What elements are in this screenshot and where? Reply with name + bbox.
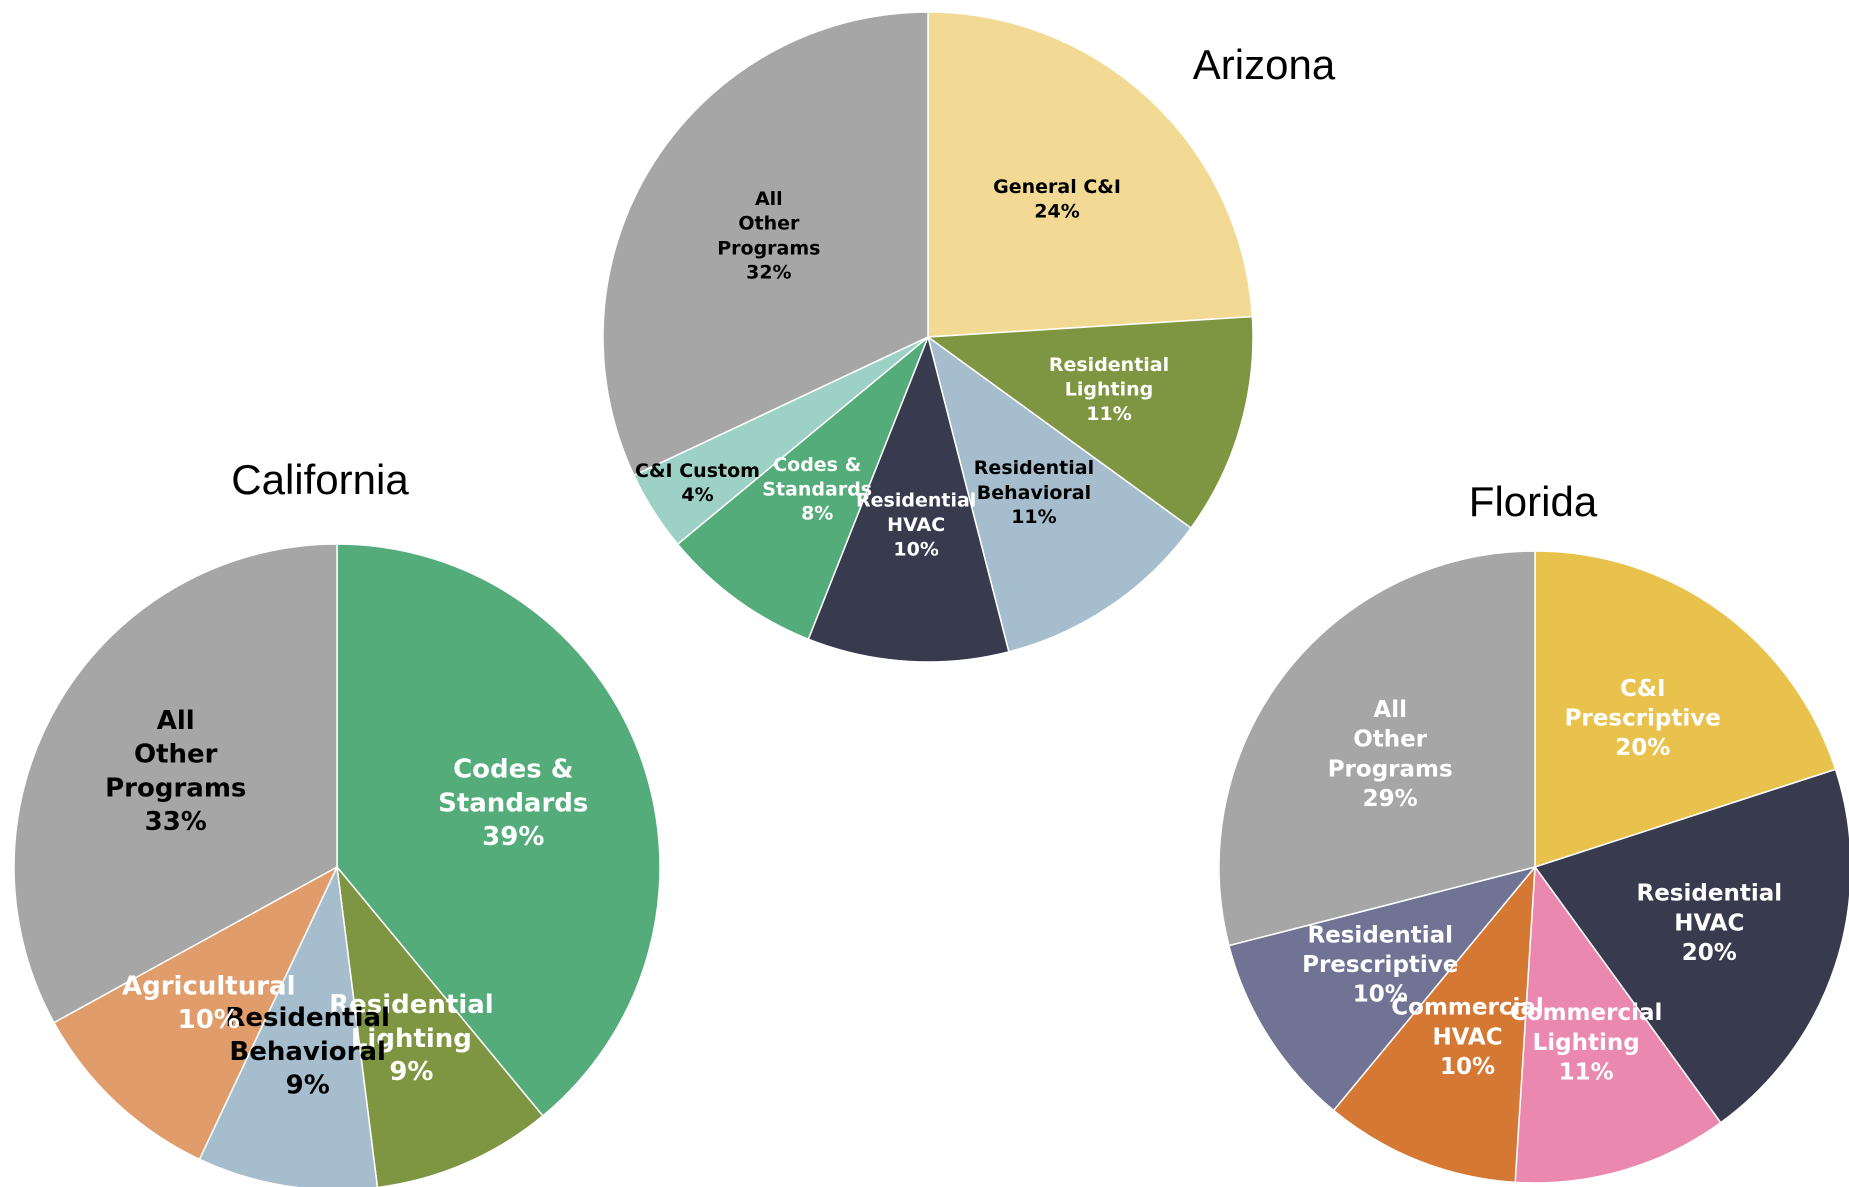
pie-slice <box>1514 864 1722 1184</box>
pie-slice <box>336 543 661 1117</box>
slice-category-label: Residential Lighting <box>1049 353 1169 400</box>
slice-value-label: 9% <box>389 1057 433 1087</box>
slice-category-label: C&I Custom <box>635 459 760 481</box>
pie-slice <box>1218 550 1536 947</box>
slice-value-label: 11% <box>1086 403 1131 425</box>
pie-slice <box>1228 865 1538 1112</box>
slice-value-label: 9% <box>286 1070 330 1100</box>
slice-value-label: 20% <box>1682 940 1737 966</box>
chart-title: California <box>231 456 409 503</box>
slice-category-label: C&I Prescriptive <box>1565 675 1721 731</box>
slice-category-label: Codes & Standards <box>762 453 872 500</box>
slice-value-label: 4% <box>681 484 713 506</box>
slice-value-label: 24% <box>1034 200 1079 222</box>
slice-value-label: 10% <box>1440 1054 1495 1080</box>
slice-category-label: Commercial HVAC <box>1391 994 1543 1050</box>
pie-slice <box>52 865 339 1161</box>
slice-value-label: 39% <box>482 822 544 852</box>
pie-slice <box>1534 550 1837 869</box>
slice-category-label: Residential HVAC <box>856 489 976 536</box>
chart-title: Florida <box>1469 478 1598 525</box>
slice-value-label: 10% <box>178 1005 240 1035</box>
slice-category-label: General C&I <box>993 176 1121 198</box>
slice-value-label: 33% <box>145 807 207 837</box>
pie-slice <box>925 315 1254 530</box>
pie-slice <box>676 336 929 641</box>
pie-slice <box>1332 864 1536 1184</box>
slice-category-label: All Other Programs <box>1328 696 1453 782</box>
slice-value-label: 32% <box>746 262 791 284</box>
pie-slice <box>198 864 379 1187</box>
slice-category-label: Residential HVAC <box>1637 880 1783 936</box>
slice-category-label: All Other Programs <box>717 187 820 258</box>
chart-title: Arizona <box>1193 41 1336 88</box>
slice-category-label: Codes & Standards <box>438 754 588 818</box>
slice-category-label: Residential Prescriptive <box>1302 922 1458 978</box>
pie-slice <box>807 334 1010 663</box>
slice-category-label: All Other Programs <box>105 705 246 803</box>
slice-value-label: 10% <box>893 538 938 560</box>
slice-category-label: Agricultural <box>122 971 296 1001</box>
slice-category-label: Commercial Lighting <box>1510 1000 1662 1056</box>
slice-value-label: 11% <box>1011 506 1056 528</box>
slice-value-label: 8% <box>801 503 833 525</box>
slice-value-label: 11% <box>1559 1059 1614 1085</box>
pie-slice <box>602 11 929 477</box>
pie-slice <box>13 543 338 1024</box>
pie-slice <box>927 11 1254 338</box>
pie-slice <box>926 335 1192 653</box>
pie-slice <box>1533 768 1849 1124</box>
slice-value-label: 20% <box>1615 735 1670 761</box>
slice-category-label: Residential Behavioral <box>225 1003 390 1067</box>
slice-value-label: 10% <box>1353 982 1408 1008</box>
slice-category-label: Residential Lighting <box>329 990 494 1054</box>
slice-value-label: 29% <box>1363 786 1418 812</box>
slice-category-label: Residential Behavioral <box>974 457 1094 504</box>
pie-slice <box>335 864 544 1187</box>
